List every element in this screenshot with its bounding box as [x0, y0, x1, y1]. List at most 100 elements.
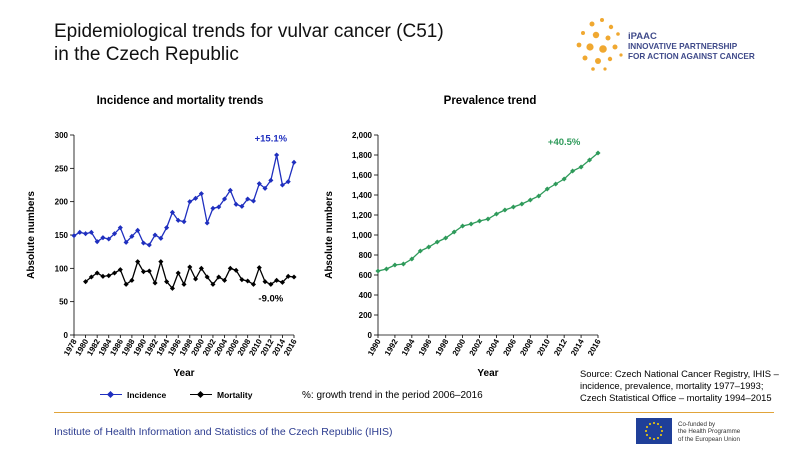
data-point-mortality [268, 281, 274, 287]
data-point-mortality [146, 268, 152, 274]
y-tick-label: 300 [55, 131, 69, 140]
y-tick-label: 0 [64, 331, 69, 340]
data-point-incidence [262, 185, 268, 191]
data-point-mortality [117, 267, 123, 273]
data-point-prevalence [400, 261, 406, 267]
y-tick-label: 100 [55, 264, 69, 273]
data-point-prevalence [426, 244, 432, 250]
legend-incidence-label: Incidence [127, 390, 167, 400]
x-tick-label: 1998 [434, 337, 451, 357]
legend-mortality-label: Mortality [217, 390, 253, 400]
logo-line-2: FOR ACTION AGAINST CANCER [628, 52, 755, 61]
source-line-1: Source: Czech National Cancer Registry, … [580, 368, 779, 379]
y-tick-label: 1,200 [352, 211, 373, 220]
data-point-incidence [123, 239, 129, 245]
x-tick-label: 2008 [518, 337, 535, 357]
data-point-incidence [233, 201, 239, 207]
x-tick-label: 2010 [535, 337, 552, 357]
data-point-incidence [175, 217, 181, 223]
legend-incidence-marker-icon [100, 390, 122, 400]
data-point-mortality [250, 281, 257, 287]
y-tick-label: 800 [359, 251, 373, 260]
charts-canvas: 0501001502002503001978198019821984198619… [26, 131, 603, 379]
y-axis-label: Absolute numbers [26, 191, 37, 279]
data-point-incidence [227, 187, 233, 193]
data-point-mortality [158, 259, 164, 265]
x-axis-label: Year [477, 368, 498, 379]
eu-flag-icon [636, 418, 672, 444]
data-point-prevalence [519, 201, 525, 207]
data-point-mortality [187, 264, 193, 270]
data-point-incidence [216, 204, 222, 210]
y-tick-label: 2,000 [352, 131, 373, 140]
y-tick-label: 1,600 [352, 171, 373, 180]
data-point-mortality [106, 273, 112, 279]
legend-mortality: Mortality [190, 390, 252, 400]
x-tick-label: 2014 [569, 337, 586, 357]
data-point-prevalence [383, 266, 390, 272]
data-point-incidence [279, 182, 285, 188]
data-point-mortality [279, 279, 285, 285]
series-line-incidence [73, 154, 295, 246]
data-point-mortality [221, 277, 228, 283]
eu-line-1: Co-funded by [678, 421, 716, 428]
y-tick-label: 600 [359, 271, 373, 280]
data-point-prevalence [502, 207, 508, 213]
data-point-mortality [169, 285, 175, 291]
data-point-incidence [198, 191, 204, 197]
growth-annotation: +15.1% [255, 134, 288, 145]
y-tick-label: 0 [368, 331, 373, 340]
data-point-prevalence [375, 268, 381, 274]
data-point-prevalence [561, 176, 567, 182]
legend-incidence: Incidence [100, 390, 166, 400]
data-point-incidence [274, 152, 280, 158]
title-line-2: in the Czech Republic [54, 44, 239, 65]
data-point-prevalence [527, 197, 533, 203]
x-tick-label: 1994 [400, 337, 417, 357]
eu-line-3: of the European Union [678, 435, 740, 443]
data-point-incidence [83, 231, 89, 237]
data-point-mortality [239, 277, 245, 283]
data-point-mortality [262, 279, 268, 285]
data-point-incidence [285, 179, 291, 185]
y-tick-label: 200 [359, 311, 373, 320]
data-point-mortality [164, 279, 170, 285]
data-point-mortality [100, 273, 106, 279]
data-point-prevalence [417, 248, 423, 254]
data-point-incidence [77, 229, 83, 235]
data-point-incidence [256, 181, 262, 187]
data-point-mortality [123, 281, 129, 287]
data-point-incidence [146, 242, 152, 248]
data-point-mortality [256, 265, 262, 271]
x-tick-label: 2012 [552, 337, 569, 357]
data-point-prevalence [468, 221, 474, 227]
footer-institute: Institute of Health Information and Stat… [54, 426, 393, 438]
logo-line-1: INNOVATIVE PARTNERSHIP [628, 42, 738, 51]
x-axis-label: Year [173, 368, 194, 379]
source-line-2: incidence, prevalence, mortality 1977–19… [580, 380, 764, 391]
data-point-mortality [129, 277, 135, 283]
data-point-incidence [140, 240, 147, 246]
data-point-mortality [152, 280, 158, 286]
y-tick-label: 1,000 [352, 231, 373, 240]
y-tick-label: 1,800 [352, 151, 373, 160]
data-point-incidence [221, 196, 228, 202]
ipaac-dots-icon [576, 18, 623, 71]
y-tick-label: 150 [55, 231, 69, 240]
data-point-incidence [94, 239, 100, 245]
growth-note: %: growth trend in the period 2006–2016 [302, 390, 483, 401]
data-point-prevalence [451, 229, 457, 235]
data-point-prevalence [392, 262, 398, 268]
legend-mortality-marker-icon [190, 390, 212, 400]
data-point-mortality [193, 276, 199, 282]
data-point-mortality [233, 267, 239, 273]
data-point-incidence [164, 225, 170, 231]
y-tick-label: 400 [359, 291, 373, 300]
data-point-mortality [135, 259, 141, 265]
x-tick-label: 1990 [366, 337, 383, 357]
data-point-mortality [204, 274, 210, 280]
data-point-incidence [158, 235, 164, 241]
data-point-prevalence [476, 218, 483, 224]
data-point-incidence [193, 195, 199, 201]
source-note: Source: Czech National Cancer Registry, … [580, 368, 790, 404]
